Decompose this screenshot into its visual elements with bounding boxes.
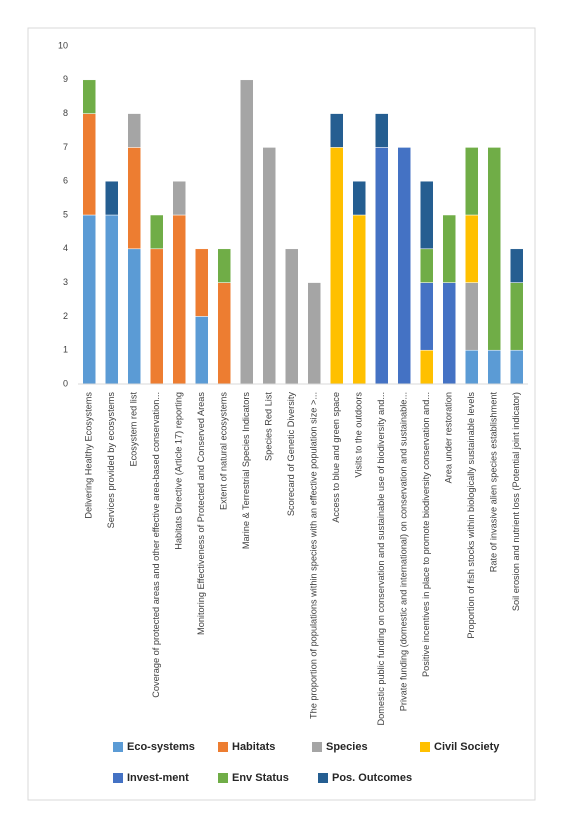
- bar-segment: [150, 248, 164, 385]
- legend-swatch: [218, 742, 228, 752]
- x-tick-label: Services provided by ecosystems: [106, 392, 116, 529]
- y-tick-label: 6: [63, 176, 68, 186]
- bar-segment: [442, 282, 456, 385]
- x-tick-label: Coverage of protected areas and other ef…: [151, 392, 161, 698]
- legend-swatch: [318, 773, 328, 783]
- y-tick-label: 0: [63, 378, 68, 388]
- bar-segment: [510, 282, 524, 351]
- y-tick-label: 7: [63, 142, 68, 152]
- bar-segment: [82, 113, 96, 216]
- x-tick-label: Ecosystem red list: [129, 392, 139, 467]
- legend-label: Invest-ment: [127, 772, 189, 784]
- legend-label: Env Status: [232, 772, 289, 784]
- legend-swatch: [113, 742, 123, 752]
- x-tick-label: Rate of invasive alien species establish…: [489, 392, 499, 573]
- x-tick-label: Delivering Healthy Ecosystems: [84, 392, 94, 519]
- bar-segment: [375, 147, 389, 385]
- legend-label: Habitats: [232, 741, 275, 753]
- bar-segment: [352, 214, 366, 385]
- x-tick-label: Proportion of fish stocks within biologi…: [466, 392, 476, 639]
- bar-segment: [285, 248, 299, 385]
- x-tick-label: Visits to the outdoors: [354, 392, 364, 478]
- x-tick-label: Extent of natural ecosystems: [219, 392, 229, 510]
- x-tick-label: Scorecard of Genetic Diversity: [286, 392, 296, 516]
- bar-segment: [465, 214, 479, 283]
- bar-segment: [105, 214, 119, 385]
- bar-segment: [420, 248, 434, 283]
- bar-segment: [217, 248, 231, 283]
- bar-segment: [82, 214, 96, 385]
- x-tick-label: Area under restoration: [444, 392, 454, 483]
- bar-segment: [127, 113, 141, 148]
- y-tick-label: 10: [58, 40, 68, 50]
- x-tick-label: Habitats Directive (Article 17) reportin…: [174, 392, 184, 550]
- x-tick-label: The proportion of populations within spe…: [309, 392, 319, 719]
- legend-label: Civil Society: [434, 741, 500, 753]
- y-tick-label: 2: [63, 311, 68, 321]
- bar-segment: [330, 113, 344, 148]
- bar-segment: [442, 214, 456, 283]
- bar-segment: [375, 113, 389, 148]
- x-tick-label: Monitoring Effectiveness of Protected an…: [196, 392, 206, 635]
- x-tick-label: Private funding (domestic and internatio…: [399, 392, 409, 711]
- x-tick-label: Positive incentives in place to promote …: [421, 392, 431, 677]
- legend-swatch: [312, 742, 322, 752]
- bar-segment: [510, 349, 524, 385]
- bar-segment: [262, 147, 276, 385]
- bar-segment: [195, 248, 209, 317]
- bar-segment: [420, 180, 434, 250]
- x-tick-label: Access to blue and green space: [331, 392, 341, 523]
- bar-segment: [105, 180, 119, 216]
- bar-segment: [397, 147, 411, 385]
- bar-segment: [420, 282, 434, 351]
- y-tick-label: 1: [63, 345, 68, 355]
- bar-segment: [195, 316, 209, 385]
- chart-frame: [27, 27, 536, 801]
- legend-swatch: [113, 773, 123, 783]
- bar-segment: [217, 282, 231, 385]
- bar-segment: [330, 147, 344, 385]
- bar-segment: [172, 214, 186, 385]
- legend-swatch: [218, 773, 228, 783]
- legend-label: Pos. Outcomes: [332, 772, 412, 784]
- x-tick-label: Domestic public funding on conservation …: [376, 392, 386, 726]
- bar-segment: [127, 248, 141, 385]
- y-tick-label: 4: [63, 243, 68, 253]
- bar-segment: [465, 349, 479, 385]
- y-tick-label: 8: [63, 108, 68, 118]
- bar-segment: [352, 180, 366, 216]
- y-tick-label: 3: [63, 277, 68, 287]
- bar-segment: [420, 349, 434, 385]
- bar-segment: [127, 147, 141, 250]
- bar-segment: [172, 180, 186, 216]
- bar-segment: [240, 79, 254, 385]
- y-tick-label: 5: [63, 209, 68, 219]
- bar-segment: [82, 79, 96, 114]
- legend-label: Species: [326, 741, 368, 753]
- bar-segment: [487, 349, 501, 385]
- bar-segment: [487, 147, 501, 351]
- bar-segment: [510, 248, 524, 283]
- legend-swatch: [420, 742, 430, 752]
- y-tick-label: 9: [63, 74, 68, 84]
- legend-label: Eco-systems: [127, 741, 195, 753]
- bar-segment: [465, 282, 479, 351]
- x-tick-label: Soil erosion and nutrient loss (Potentia…: [511, 392, 521, 611]
- bar-segment: [150, 214, 164, 250]
- bar-segment: [307, 282, 321, 385]
- x-tick-label: Marine & Terrestrial Species Indicators: [241, 392, 251, 550]
- x-tick-label: Species Red List: [264, 392, 274, 461]
- bar-segment: [465, 147, 479, 216]
